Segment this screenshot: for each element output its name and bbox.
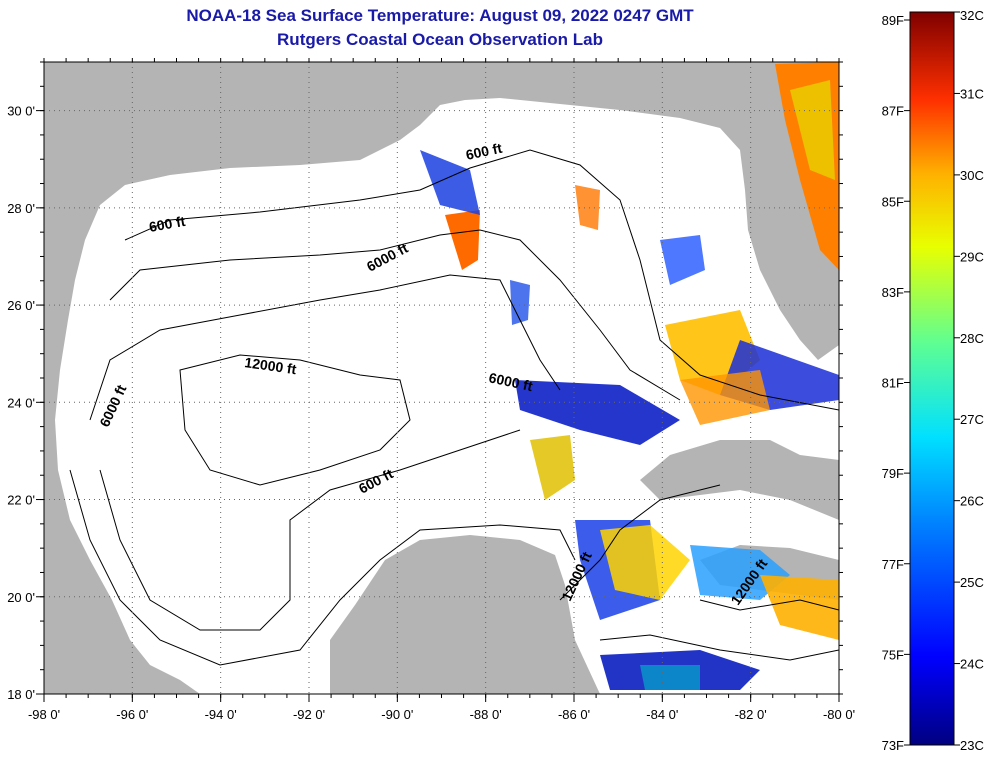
latitude-tick-label: 26 0' — [7, 298, 35, 313]
fahrenheit-label: 89F — [882, 13, 904, 28]
latitude-tick-label: 18 0' — [7, 687, 35, 702]
celsius-label: 28C — [960, 331, 984, 346]
longitude-tick-label: -92 0' — [293, 707, 325, 722]
colorbar — [909, 11, 955, 746]
latitude-labels: 30 0' 28 0' 26 0' 24 0' 22 0' 20 0' 18 0' — [7, 104, 35, 702]
celsius-label: 24C — [960, 657, 984, 672]
celsius-label: 26C — [960, 494, 984, 509]
map-subtitle: Rutgers Coastal Ocean Observation Lab — [277, 30, 603, 49]
fahrenheit-label: 79F — [882, 466, 904, 481]
fahrenheit-label: 73F — [882, 738, 904, 753]
latitude-tick-label: 24 0' — [7, 395, 35, 410]
colorbar-labels: 32C 31C 30C 29C 28C 27C 26C 25C 24C 23C 89F 87F 85F 8… — [882, 8, 984, 753]
land-cuba — [640, 440, 839, 520]
longitude-labels: -98 0' -96 0' -94 0' -92 0' -90 0' -88 0' -86 … — [28, 707, 855, 722]
map-title: NOAA-18 Sea Surface Temperature: August … — [186, 6, 694, 25]
longitude-tick-label: -80 0' — [823, 707, 855, 722]
longitude-tick-label: -82 0' — [735, 707, 767, 722]
celsius-label: 32C — [960, 8, 984, 23]
fahrenheit-label: 77F — [882, 557, 904, 572]
land-us-mexico-west — [44, 62, 839, 694]
sst-data-patches — [420, 62, 839, 690]
longitude-tick-label: -94 0' — [205, 707, 237, 722]
fahrenheit-label: 81F — [882, 376, 904, 391]
contour-label: 12000 ft — [244, 354, 298, 377]
latitude-tick-label: 28 0' — [7, 201, 35, 216]
latitude-tick-label: 22 0' — [7, 493, 35, 508]
latitude-tick-label: 30 0' — [7, 104, 35, 119]
bathymetry-contours — [69, 149, 839, 666]
land-yucatan — [330, 535, 600, 694]
longitude-tick-label: -86 0' — [558, 707, 590, 722]
longitude-tick-label: -88 0' — [470, 707, 502, 722]
contour-label: 600 ft — [148, 213, 187, 235]
fahrenheit-label: 85F — [882, 194, 904, 209]
fahrenheit-label: 75F — [882, 647, 904, 662]
longitude-tick-label: -90 0' — [381, 707, 413, 722]
fahrenheit-label: 87F — [882, 104, 904, 119]
celsius-label: 27C — [960, 412, 984, 427]
celsius-label: 23C — [960, 738, 984, 753]
celsius-label: 31C — [960, 86, 984, 101]
celsius-label: 29C — [960, 249, 984, 264]
celsius-label: 30C — [960, 168, 984, 183]
celsius-label: 25C — [960, 575, 984, 590]
axis-ticks — [36, 58, 843, 702]
longitude-tick-label: -98 0' — [28, 707, 60, 722]
latitude-tick-label: 20 0' — [7, 590, 35, 605]
graticule — [44, 62, 839, 694]
contour-label: 600 ft — [464, 140, 503, 163]
fahrenheit-label: 83F — [882, 285, 904, 300]
longitude-tick-label: -84 0' — [646, 707, 678, 722]
longitude-tick-label: -96 0' — [116, 707, 148, 722]
